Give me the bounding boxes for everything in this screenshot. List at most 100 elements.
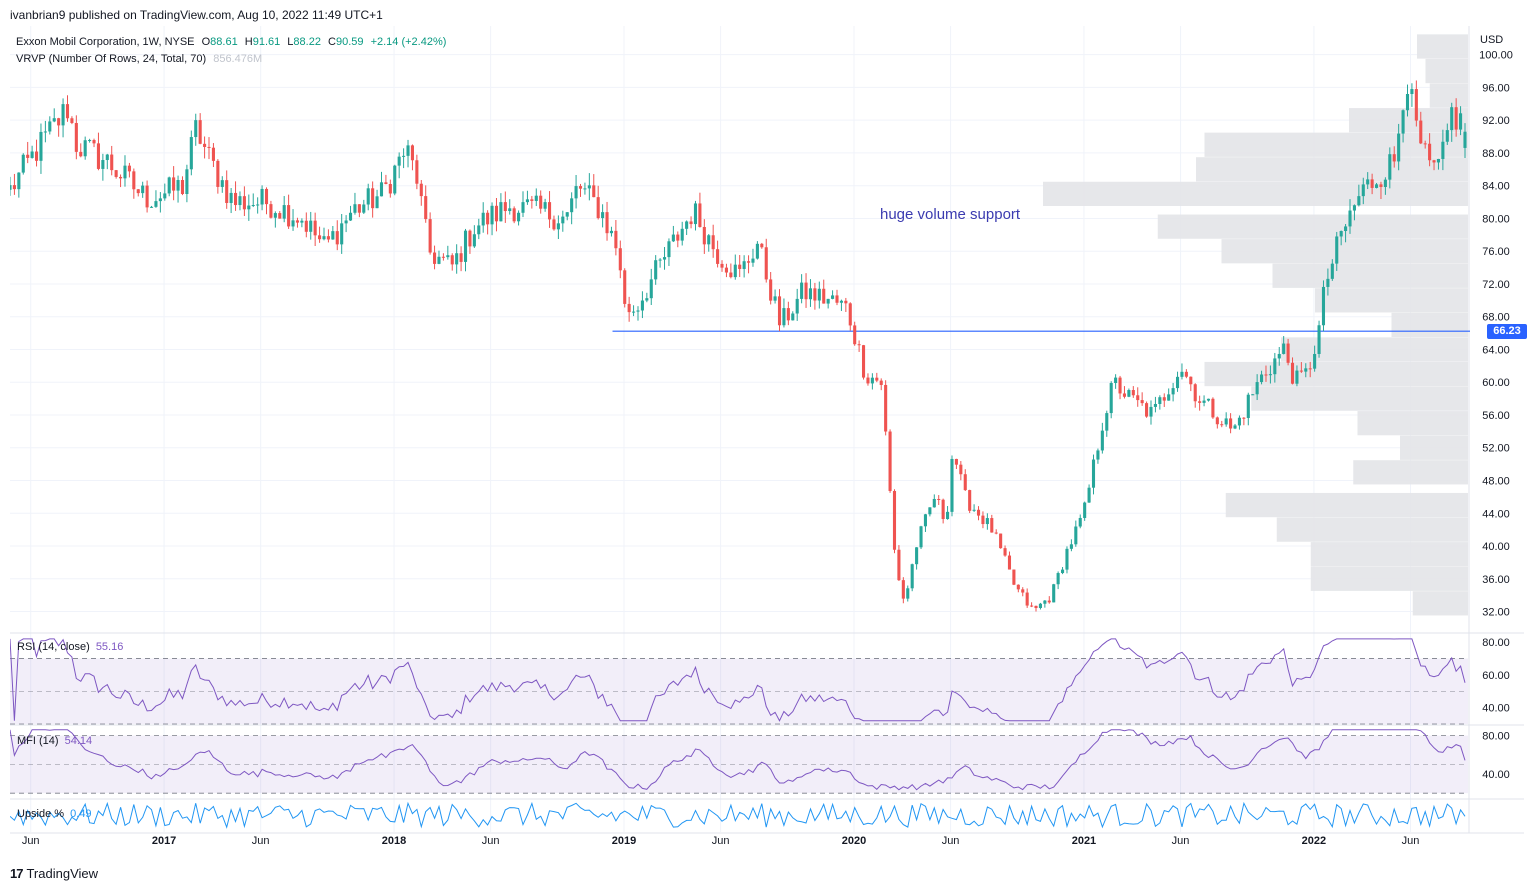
candle-body	[459, 253, 463, 262]
tradingview-logo-icon: 17	[10, 866, 24, 881]
candle-body	[366, 188, 370, 205]
candle-body	[180, 180, 185, 195]
candle-body	[340, 223, 344, 245]
candle-body	[1087, 487, 1091, 503]
candle-body	[1145, 403, 1149, 417]
time-tick-label: Jun	[1172, 835, 1190, 847]
candle-body	[1149, 406, 1153, 417]
candle-body	[658, 259, 662, 261]
candle-body	[1290, 362, 1295, 384]
candle-body	[1277, 353, 1281, 359]
candle-body	[578, 186, 583, 189]
candle-body	[1052, 584, 1056, 603]
candle-body	[800, 282, 804, 299]
candle-body	[609, 230, 614, 234]
candle-body	[1237, 417, 1241, 426]
candle-body	[17, 172, 21, 190]
candle-body	[1388, 154, 1392, 180]
candle-body	[154, 201, 158, 207]
candle-body	[747, 261, 751, 263]
time-tick-label: 2017	[152, 835, 176, 847]
candle-body	[614, 230, 618, 249]
candle-body	[813, 288, 817, 301]
candle-body	[1047, 600, 1051, 603]
rsi-series-line	[9, 638, 1466, 722]
candle-body	[1410, 89, 1414, 95]
candle-body	[406, 145, 410, 156]
candle-body	[1109, 383, 1113, 414]
mfi-series-line	[9, 729, 1466, 791]
candle-body	[238, 196, 242, 206]
support-price-badge: 66.23	[1487, 323, 1527, 339]
candle-body	[999, 533, 1003, 549]
rsi-tick-label: 80.00	[1482, 637, 1510, 649]
candle-body	[574, 186, 578, 199]
candle-body	[455, 253, 459, 265]
candle-body	[1003, 548, 1007, 556]
candle-body	[853, 325, 857, 345]
candle-body	[1441, 141, 1445, 159]
chart-frame[interactable]: 100.00 96.00 92.00 88.00 84.00 80.00 76.00 72.0…	[8, 26, 1527, 858]
candle-body	[1171, 388, 1175, 395]
candle-body	[450, 255, 454, 265]
candle-body	[508, 208, 512, 212]
volume-support-annotation[interactable]: huge volume support	[880, 206, 1021, 223]
candle-body	[822, 288, 826, 304]
close-value: 90.59	[335, 36, 364, 48]
time-tick-label: Jun	[482, 835, 500, 847]
candle-body	[273, 213, 277, 218]
candle-body	[163, 193, 167, 199]
candle-body	[114, 170, 118, 177]
candle-body	[1030, 605, 1034, 607]
mfi-pane	[9, 729, 1468, 794]
price-tick-label: 48.00	[1482, 476, 1510, 488]
candle-body	[65, 104, 70, 119]
candle-body	[145, 185, 149, 208]
candle-body	[371, 188, 375, 209]
candle-body	[530, 199, 534, 201]
high-label: H	[244, 36, 253, 48]
volume-profile-bar	[1310, 566, 1468, 591]
candle-body	[1463, 131, 1467, 148]
candle-body	[689, 221, 693, 225]
candle-body	[1454, 107, 1458, 130]
candle-body	[172, 177, 176, 191]
candle-body	[1374, 184, 1379, 188]
rsi-tick-label: 60.00	[1482, 670, 1510, 682]
candle-body	[8, 185, 12, 190]
candle-body	[525, 199, 529, 203]
upside-legend: Upside % 0.49	[17, 808, 92, 820]
chart-svg[interactable]: 100.00 96.00 92.00 88.00 84.00 80.00 76.00 72.0…	[8, 26, 1524, 858]
candle-body	[959, 464, 963, 475]
candle-body	[247, 205, 251, 210]
volume-profile-bar	[1196, 157, 1468, 182]
tradingview-logo[interactable]: 17 TradingView	[10, 866, 98, 881]
candle-body	[30, 151, 34, 158]
candle-body	[105, 154, 109, 161]
candle-body	[1136, 395, 1140, 401]
candle-body	[264, 188, 269, 205]
candle-body	[662, 257, 667, 260]
candle-body	[132, 171, 136, 190]
candle-body	[1401, 110, 1405, 134]
candle-body	[220, 180, 224, 187]
candle-body	[101, 160, 105, 169]
candle-body	[623, 270, 627, 304]
candle-body	[225, 180, 229, 203]
candle-body	[57, 118, 61, 126]
candle-body	[282, 205, 286, 219]
candle-body	[158, 198, 162, 202]
time-tick-label: Jun	[712, 835, 730, 847]
candle-body	[61, 104, 65, 126]
candle-body	[39, 131, 43, 161]
candle-body	[640, 300, 644, 311]
candle-body	[742, 261, 746, 269]
candle-body	[791, 313, 795, 321]
volume-profile-bar	[1357, 411, 1468, 436]
candle-body	[1233, 425, 1237, 429]
candle-body	[919, 526, 923, 548]
candle-body	[1114, 377, 1118, 384]
price-tick-label: 100.00	[1479, 50, 1513, 62]
candle-body	[1304, 368, 1308, 372]
volume-profile-bar	[1425, 58, 1468, 84]
